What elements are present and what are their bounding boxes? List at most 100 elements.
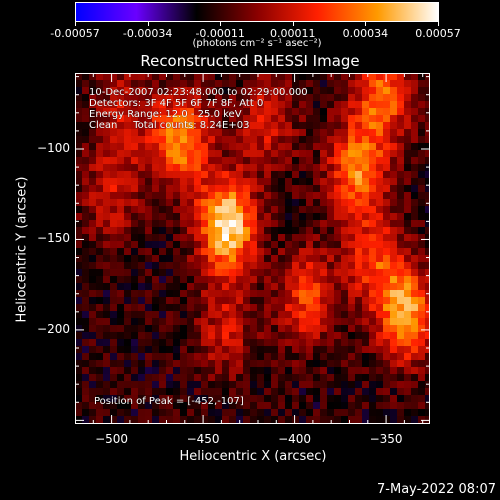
heatmap-cell [306, 297, 314, 305]
heatmap-cell [299, 353, 307, 361]
heatmap-cell [117, 374, 125, 382]
heatmap-cell [75, 339, 83, 347]
heatmap-cell [355, 185, 363, 193]
heatmap-cell [166, 374, 174, 382]
heatmap-cell [257, 206, 265, 214]
heatmap-cell [187, 108, 195, 116]
heatmap-cell [173, 87, 181, 95]
heatmap-cell [82, 297, 90, 305]
heatmap-cell [250, 220, 258, 228]
heatmap-cell [362, 206, 370, 214]
heatmap-cell [89, 416, 97, 424]
heatmap-cell [236, 157, 244, 165]
heatmap-cell [383, 206, 391, 214]
heatmap-cell [75, 248, 83, 256]
heatmap-cell [313, 409, 321, 417]
heatmap-cell [299, 122, 307, 130]
heatmap-cell [271, 346, 279, 354]
heatmap-cell [138, 206, 146, 214]
heatmap-cell [208, 311, 216, 319]
heatmap-cell [138, 101, 146, 109]
heatmap-cell [341, 360, 349, 368]
heatmap-cell [292, 94, 300, 102]
heatmap-cell [383, 213, 391, 221]
heatmap-cell [117, 115, 125, 123]
heatmap-cell [208, 234, 216, 242]
heatmap-cell [166, 213, 174, 221]
heatmap-cell [152, 73, 160, 81]
heatmap-cell [250, 122, 258, 130]
heatmap-cell [383, 283, 391, 291]
heatmap-cell [362, 332, 370, 340]
heatmap-cell [159, 290, 167, 298]
heatmap-cell [341, 101, 349, 109]
heatmap-cell [110, 276, 118, 284]
heatmap-cell [390, 94, 398, 102]
heatmap-cell [306, 234, 314, 242]
heatmap-cell [222, 311, 230, 319]
heatmap-cell [187, 325, 195, 333]
heatmap-cell [131, 248, 139, 256]
heatmap-cell [250, 234, 258, 242]
heatmap-cell [201, 143, 209, 151]
heatmap-cell [341, 395, 349, 403]
heatmap-cell [180, 241, 188, 249]
heatmap-cell [404, 87, 412, 95]
heatmap-cell [334, 304, 342, 312]
heatmap-cell [208, 374, 216, 382]
heatmap-cell [362, 171, 370, 179]
heatmap-cell [75, 206, 83, 214]
heatmap-cell [103, 136, 111, 144]
heatmap-cell [369, 416, 377, 424]
heatmap-cell [222, 409, 230, 417]
heatmap-cell [250, 311, 258, 319]
heatmap-cell [425, 136, 430, 144]
heatmap-cell [229, 87, 237, 95]
heatmap-cell [250, 416, 258, 424]
heatmap-cell [327, 241, 335, 249]
heatmap-cell [418, 227, 426, 235]
heatmap-cell [362, 87, 370, 95]
heatmap-cell [299, 360, 307, 368]
heatmap-cell [278, 164, 286, 172]
heatmap-cell [341, 346, 349, 354]
heatmap-cell [292, 192, 300, 200]
heatmap-cell [369, 297, 377, 305]
heatmap-cell [145, 206, 153, 214]
heatmap-cell [271, 101, 279, 109]
heatmap-cell [425, 94, 430, 102]
heatmap-cell [208, 129, 216, 137]
heatmap-cell [96, 213, 104, 221]
heatmap-cell [250, 157, 258, 165]
heatmap-cell [222, 136, 230, 144]
heatmap-cell [292, 129, 300, 137]
heatmap-cell [285, 381, 293, 389]
heatmap-cell [166, 290, 174, 298]
heatmap-cell [418, 213, 426, 221]
heatmap-cell [313, 269, 321, 277]
heatmap-cell [243, 241, 251, 249]
heatmap-cell [292, 297, 300, 305]
heatmap-cell [271, 234, 279, 242]
heatmap-cell [411, 185, 419, 193]
heatmap-cell [173, 318, 181, 326]
heatmap-cell [236, 164, 244, 172]
heatmap-cell [75, 199, 83, 207]
heatmap-cell [404, 304, 412, 312]
heatmap-cell [334, 213, 342, 221]
heatmap-cell [425, 220, 430, 228]
heatmap-cell [334, 353, 342, 361]
heatmap-cell [215, 262, 223, 270]
heatmap-cell [271, 227, 279, 235]
colorbar-tick-label: 0.00057 [415, 27, 461, 40]
heatmap-cell [215, 311, 223, 319]
heatmap-cell [257, 409, 265, 417]
heatmap-cell [348, 248, 356, 256]
heatmap-cell [285, 94, 293, 102]
heatmap-cell [341, 241, 349, 249]
heatmap-cell [243, 269, 251, 277]
heatmap-cell [236, 276, 244, 284]
heatmap-cell [82, 367, 90, 375]
heatmap-cell [138, 248, 146, 256]
heatmap-cell [313, 248, 321, 256]
